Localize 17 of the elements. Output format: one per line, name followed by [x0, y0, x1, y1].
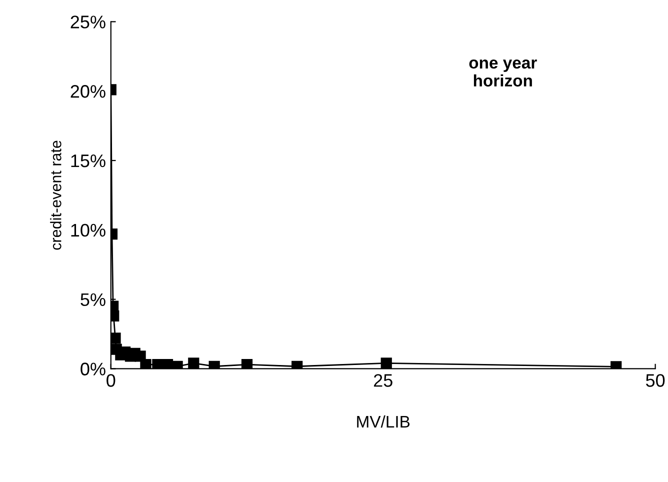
point	[140, 359, 152, 369]
x-tick-label: 25	[374, 374, 392, 387]
point	[110, 332, 121, 344]
y-tick-label: 0%	[80, 362, 106, 376]
point	[188, 358, 200, 369]
annotation: one year horizon	[469, 59, 537, 87]
y-tick-label: 15%	[71, 154, 106, 168]
y-tick-label: 10%	[71, 224, 106, 237]
x-tick-label: 0	[106, 374, 116, 387]
point	[241, 359, 253, 369]
x-tick-label: 50	[646, 374, 665, 387]
x-axis-title: MV/LIB	[357, 415, 410, 428]
y-axis-title: credit-event rate	[50, 140, 62, 250]
point	[380, 358, 392, 369]
y-tick-label: 5%	[80, 293, 106, 306]
y-tick-label: 25%	[70, 16, 106, 28]
y-tick-label: 20%	[70, 85, 106, 98]
